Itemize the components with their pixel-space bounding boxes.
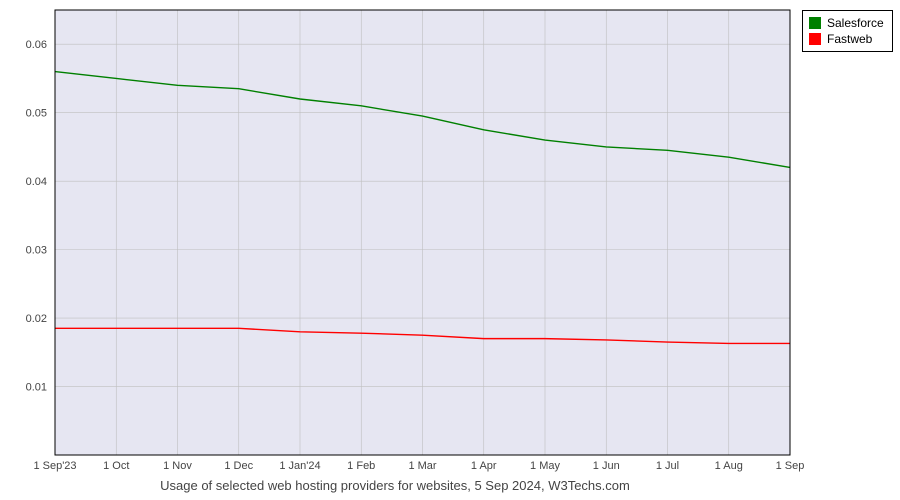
x-tick-label: 1 Jun <box>593 460 620 472</box>
x-tick-label: 1 Aug <box>715 460 743 472</box>
caption-text: Usage of selected web hosting providers … <box>160 478 630 493</box>
x-tick-label: 1 Oct <box>103 460 129 472</box>
x-tick-label: 1 Jul <box>656 460 679 472</box>
y-tick-label: 0.01 <box>26 382 47 394</box>
legend-swatch <box>809 17 821 29</box>
x-tick-label: 1 Sep <box>776 460 805 472</box>
x-tick-label: 1 Mar <box>408 460 436 472</box>
legend-label: Fastweb <box>827 31 872 47</box>
chart-caption: Usage of selected web hosting providers … <box>0 478 790 493</box>
x-tick-label: 1 Nov <box>163 460 192 472</box>
y-tick-label: 0.04 <box>26 176 47 188</box>
legend: SalesforceFastweb <box>802 10 893 52</box>
x-tick-label: 1 Apr <box>471 460 497 472</box>
legend-item: Fastweb <box>809 31 884 47</box>
y-tick-label: 0.03 <box>26 245 47 257</box>
x-tick-label: 1 May <box>530 460 560 472</box>
legend-item: Salesforce <box>809 15 884 31</box>
x-tick-label: 1 Jan'24 <box>279 460 320 472</box>
x-tick-label: 1 Dec <box>224 460 253 472</box>
y-tick-label: 0.05 <box>26 108 47 120</box>
y-tick-label: 0.06 <box>26 39 47 51</box>
line-chart: 0.01 0.02 0.03 0.04 0.05 0.06 1 Sep'23 1 Oct 1 N… <box>0 0 900 500</box>
legend-swatch <box>809 33 821 45</box>
chart-container: 0.01 0.02 0.03 0.04 0.05 0.06 1 Sep'23 1 Oct 1 N… <box>0 0 900 500</box>
y-tick-label: 0.02 <box>26 313 47 325</box>
x-tick-label: 1 Sep'23 <box>33 460 76 472</box>
legend-label: Salesforce <box>827 15 884 31</box>
x-tick-label: 1 Feb <box>347 460 375 472</box>
